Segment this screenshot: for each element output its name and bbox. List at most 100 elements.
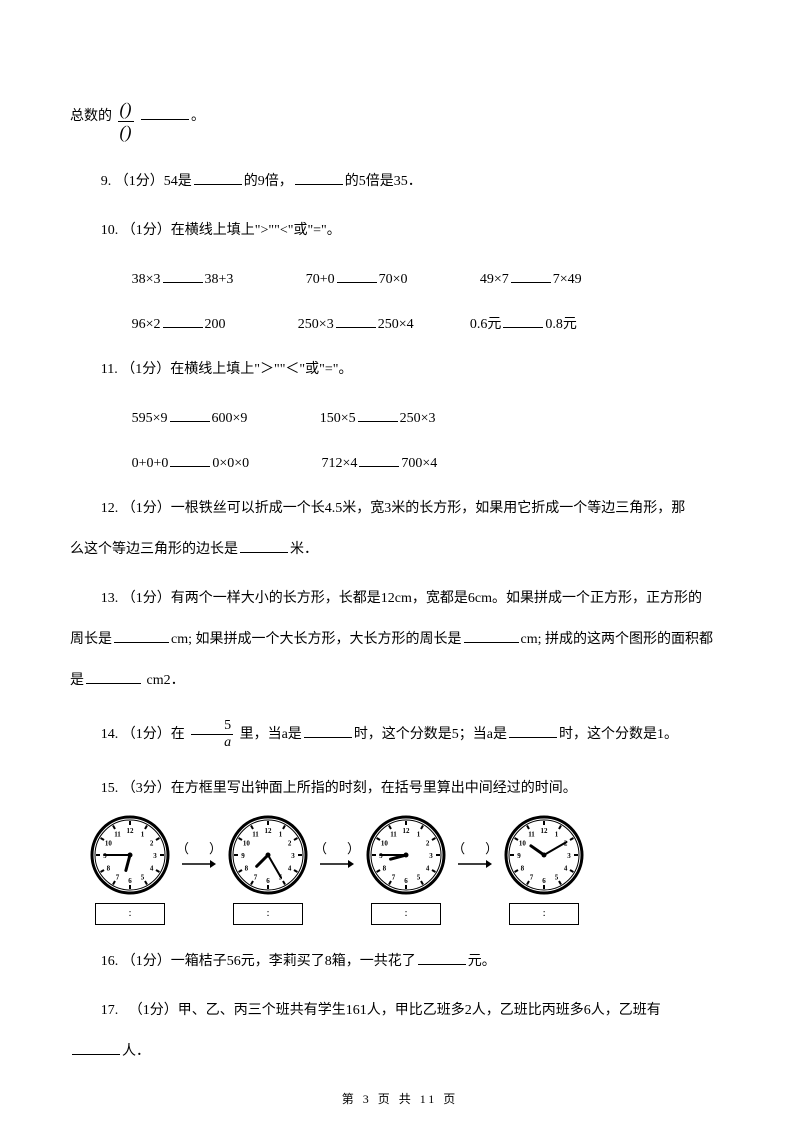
q11-row1: 595×9600×9 150×5250×3 (70, 408, 730, 429)
svg-text:6: 6 (404, 877, 408, 885)
time-input-box[interactable]: : (509, 903, 579, 925)
blank[interactable] (336, 314, 376, 328)
svg-text:7: 7 (116, 873, 120, 881)
svg-text:8: 8 (107, 864, 111, 872)
blank[interactable] (72, 1041, 120, 1055)
q14: 14. （1分）在 5 a 里，当a是时，这个分数是5；当a是时，这个分数是1。 (70, 719, 730, 750)
time-input-box[interactable]: : (233, 903, 303, 925)
clock-4: 121234567891011 : (504, 815, 584, 925)
q10-label: 10. （1分）在横线上填上">""<"或"="。 (70, 220, 730, 241)
svg-text:2: 2 (426, 839, 430, 847)
svg-text:4: 4 (288, 864, 292, 872)
q9-mid: 的9倍， (244, 174, 293, 189)
svg-text:7: 7 (530, 873, 534, 881)
blank[interactable] (163, 314, 203, 328)
blank[interactable] (170, 408, 210, 422)
blank[interactable] (503, 314, 543, 328)
q17-l1: 17. （1分）甲、乙、丙三个班共有学生161人，甲比乙班多2人，乙班比丙班多6… (70, 1000, 730, 1021)
q17-l2: 人． (70, 1041, 730, 1062)
svg-text:4: 4 (564, 864, 568, 872)
clocks-row: 121234567891011 : （） 121234567891011 : （… (90, 815, 730, 925)
q11-label: 11. （1分）在横线上填上"＞""＜"或"="。 (70, 359, 730, 380)
svg-text:8: 8 (383, 864, 387, 872)
q12-l2: 么这个等边三角形的边长是米． (70, 539, 730, 560)
q15-label: 15. （3分）在方框里写出钟面上所指的时刻，在括号里算出中间经过的时间。 (70, 778, 730, 799)
q9: 9. （1分）54是 的9倍， 的5倍是35． (70, 171, 730, 192)
q10-row1: 38×338+3 70+070×0 49×77×49 (70, 269, 730, 290)
svg-text:12: 12 (265, 827, 273, 835)
svg-text:4: 4 (150, 864, 154, 872)
q8-prefix: 总数的 (70, 109, 112, 124)
svg-text:9: 9 (517, 852, 521, 860)
q9-label: 9. （1分）54是 (101, 174, 192, 189)
blank[interactable] (359, 453, 399, 467)
blank[interactable] (358, 408, 398, 422)
blank[interactable] (295, 171, 343, 185)
svg-text:11: 11 (114, 830, 121, 838)
page-footer: 第 3 页 共 11 页 (0, 1090, 800, 1108)
blank[interactable] (170, 453, 210, 467)
fraction-den: () (118, 123, 134, 143)
q9-tail: 的5倍是35． (345, 174, 422, 189)
svg-text:1: 1 (279, 830, 283, 838)
svg-text:10: 10 (105, 839, 113, 847)
svg-text:8: 8 (521, 864, 525, 872)
blank[interactable] (509, 724, 557, 738)
fraction-num: () (118, 100, 134, 120)
blank[interactable] (114, 629, 169, 643)
svg-text:9: 9 (241, 852, 245, 860)
blank[interactable] (511, 269, 551, 283)
svg-text:3: 3 (567, 852, 571, 860)
blank[interactable] (194, 171, 242, 185)
svg-text:12: 12 (541, 827, 549, 835)
svg-text:11: 11 (528, 830, 535, 838)
q8-fragment: 总数的 () () 。 (70, 100, 730, 143)
clock-3: 121234567891011 : (366, 815, 446, 925)
svg-text:12: 12 (403, 827, 411, 835)
svg-text:3: 3 (291, 852, 295, 860)
fraction-blank: () () (118, 100, 134, 143)
blank[interactable] (418, 951, 466, 965)
svg-text:1: 1 (555, 830, 559, 838)
svg-text:5: 5 (417, 873, 421, 881)
svg-text:1: 1 (417, 830, 421, 838)
q13-l1: 13. （1分）有两个一样大小的长方形，长都是12cm，宽都是6cm。如果拼成一… (70, 588, 730, 609)
svg-text:11: 11 (252, 830, 259, 838)
svg-text:6: 6 (128, 877, 132, 885)
svg-text:2: 2 (150, 839, 154, 847)
q10-row2: 96×2200 250×3250×4 0.6元0.8元 (70, 314, 730, 335)
svg-text:4: 4 (426, 864, 430, 872)
q13-l3: 是 cm2． (70, 670, 730, 691)
clock-2: 121234567891011 : (228, 815, 308, 925)
svg-text:2: 2 (288, 839, 292, 847)
interval-1: （） (176, 839, 222, 901)
svg-text:7: 7 (254, 873, 258, 881)
interval-2: （） (314, 839, 360, 901)
q13-l2: 周长是cm; 如果拼成一个大长方形，大长方形的周长是cm; 拼成的这两个图形的面… (70, 629, 730, 650)
time-input-box[interactable]: : (371, 903, 441, 925)
svg-text:7: 7 (392, 873, 396, 881)
clock-1: 121234567891011 : (90, 815, 170, 925)
svg-text:1: 1 (141, 830, 145, 838)
svg-text:5: 5 (141, 873, 145, 881)
svg-text:12: 12 (127, 827, 135, 835)
q11-row2: 0+0+00×0×0 712×4700×4 (70, 453, 730, 474)
blank[interactable] (240, 539, 288, 553)
blank[interactable] (464, 629, 519, 643)
blank[interactable] (141, 106, 189, 120)
svg-text:3: 3 (153, 852, 157, 860)
svg-text:10: 10 (381, 839, 389, 847)
interval-3: （） (452, 839, 498, 901)
svg-text:8: 8 (245, 864, 249, 872)
time-input-box[interactable]: : (95, 903, 165, 925)
blank[interactable] (304, 724, 352, 738)
q8-suffix: 。 (191, 109, 205, 124)
svg-text:3: 3 (429, 852, 433, 860)
q16: 16. （1分）一箱桔子56元，李莉买了8箱，一共花了元。 (70, 951, 730, 972)
svg-text:10: 10 (519, 839, 527, 847)
svg-text:10: 10 (243, 839, 251, 847)
q12-l1: 12. （1分）一根铁丝可以折成一个长4.5米，宽3米的长方形，如果用它折成一个… (70, 498, 730, 519)
blank[interactable] (163, 269, 203, 283)
blank[interactable] (86, 670, 141, 684)
blank[interactable] (337, 269, 377, 283)
